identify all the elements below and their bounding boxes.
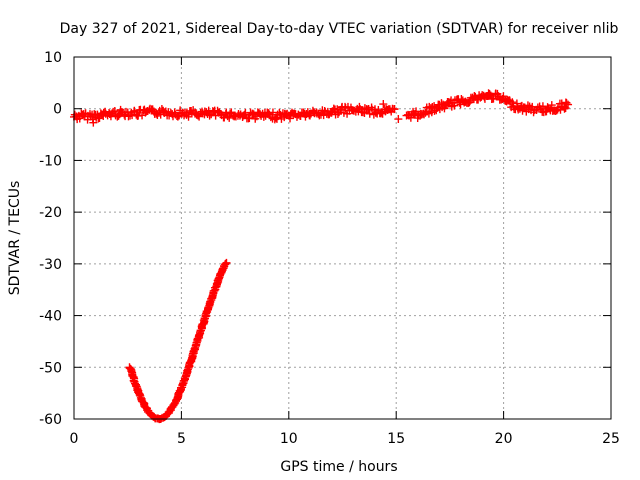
y-tick-label: -30 bbox=[39, 257, 62, 273]
x-axis-label: GPS time / hours bbox=[280, 459, 397, 475]
data-point bbox=[370, 105, 379, 114]
data-point bbox=[394, 115, 403, 124]
data-point bbox=[379, 100, 388, 109]
data-point bbox=[213, 106, 222, 115]
data-point bbox=[259, 112, 268, 121]
data-point bbox=[390, 104, 399, 113]
x-tick-label: 5 bbox=[177, 431, 186, 447]
y-tick-label: -60 bbox=[39, 412, 62, 428]
data-point bbox=[173, 112, 182, 121]
lower-curve-series bbox=[125, 258, 231, 424]
y-tick-label: -50 bbox=[39, 360, 62, 376]
y-tick-label: -40 bbox=[39, 309, 62, 325]
data-point bbox=[561, 98, 570, 107]
x-tick-label: 25 bbox=[602, 431, 620, 447]
data-point bbox=[413, 114, 422, 123]
x-tick-label: 10 bbox=[280, 431, 298, 447]
y-tick-label: 0 bbox=[53, 102, 62, 118]
data-point bbox=[89, 118, 98, 127]
x-tick-label: 15 bbox=[387, 431, 405, 447]
data-point bbox=[499, 92, 508, 101]
upper-band-series bbox=[69, 89, 573, 124]
y-tick-label: -10 bbox=[39, 153, 62, 169]
y-axis-label: SDTVAR / TECUs bbox=[7, 181, 23, 296]
data-point bbox=[538, 102, 547, 111]
data-point bbox=[508, 98, 517, 107]
data-point bbox=[132, 110, 141, 119]
data-point bbox=[333, 110, 342, 119]
data-point bbox=[365, 109, 374, 118]
upper-band-outliers bbox=[89, 89, 570, 127]
data-point bbox=[286, 114, 295, 123]
data-point bbox=[412, 107, 421, 116]
data-point bbox=[110, 107, 119, 116]
data-point bbox=[130, 106, 139, 115]
data-point bbox=[547, 101, 556, 110]
data-point bbox=[222, 258, 231, 267]
data-point bbox=[484, 89, 493, 98]
data-point bbox=[512, 99, 521, 108]
x-tick-label: 20 bbox=[495, 431, 513, 447]
y-tick-label: -20 bbox=[39, 205, 62, 221]
chart-title: Day 327 of 2021, Sidereal Day-to-day VTE… bbox=[60, 21, 619, 37]
axis-ticks: 0 5 10 15 20 25 10 0 -10 -20 -30 -40 -50 -60 bbox=[39, 50, 620, 447]
x-tick-label: 0 bbox=[70, 431, 79, 447]
data-point bbox=[221, 259, 230, 268]
data-point bbox=[456, 100, 465, 109]
data-point bbox=[70, 110, 79, 119]
plot-frame bbox=[73, 56, 612, 420]
data-point bbox=[489, 94, 498, 103]
data-series bbox=[69, 89, 573, 424]
y-tick-label: 10 bbox=[44, 50, 62, 66]
